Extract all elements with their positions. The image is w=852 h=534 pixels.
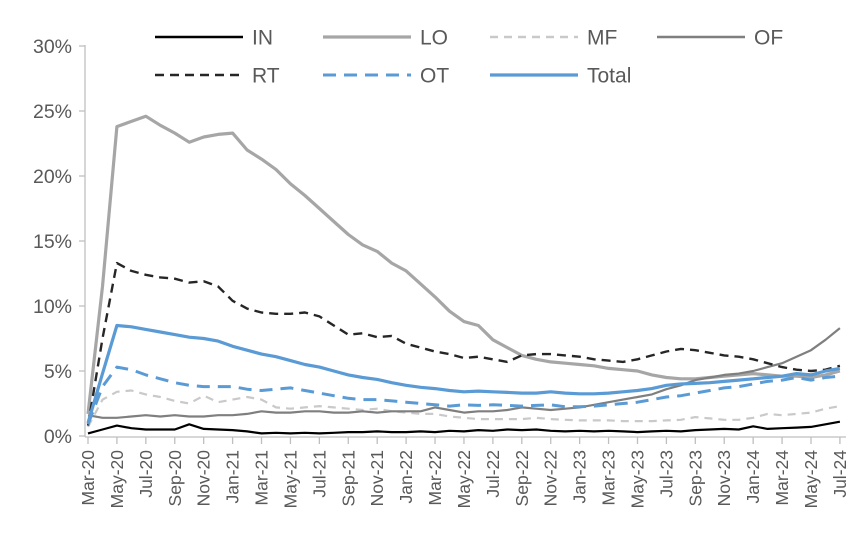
axes: 0% 5% 10% 15% 20% 25% 30% Mar-20 May-20 Jul-20 Sep… [33,36,850,508]
x-axis-tick-label: Jul-24 [830,450,850,498]
y-axis-tick-label: 5% [44,361,72,383]
x-axis-tick-label: Mar-21 [252,450,272,505]
series-line-LO [86,114,841,415]
x-axis-tick-label: Jan-23 [570,450,590,504]
legend-item-MF: MF [490,27,617,50]
x-axis-tick-label: Jul-21 [309,450,329,498]
legend-item-LO: LO [323,27,448,50]
legend-label-MF: MF [587,27,617,50]
series-line-MF [87,389,841,428]
x-axis-tick-label: Nov-22 [541,450,561,506]
series-line-IN [87,420,841,435]
x-axis-tick-label: Jan-21 [223,450,243,504]
x-axis-tick-label: May-21 [280,450,300,508]
x-axis-tick-label: Nov-21 [367,450,387,506]
y-axis-tick-label: 15% [33,231,72,253]
x-axis-tick-label: Mar-22 [425,450,445,505]
legend-label-OT: OT [420,65,449,88]
x-axis-tick-label: Jul-22 [483,450,503,498]
legend-item-IN: IN [155,27,273,50]
legend-label-IN: IN [252,27,273,50]
y-axis-tick-label: 25% [33,101,72,123]
y-axis-tick-label: 10% [33,296,72,318]
y-axis-tick-label: 20% [33,166,72,188]
x-axis-tick-label: Jan-22 [396,450,416,504]
x-axis-tick-label: Sep-23 [685,450,705,506]
series-line-Total [86,323,841,424]
x-axis-tick-label: Mar-20 [78,450,98,506]
y-axis-tick-label: 0% [44,426,72,448]
x-axis-tick-label: May-20 [107,450,127,509]
series-line-RT [86,261,841,426]
x-axis-tick-label: May-24 [801,450,821,509]
legend: IN LO MF OF RT OT Total [155,27,783,88]
legend-item-Total: Total [490,65,631,88]
x-axis-tick-label: Jul-23 [656,450,676,498]
series-line-OF [87,327,841,419]
x-axis-tick-label: Mar-23 [599,450,619,505]
x-axis-tick-label: Jan-24 [743,450,763,504]
x-axis-tick-label: May-22 [454,450,474,508]
legend-label-RT: RT [252,65,280,88]
legend-item-OF: OF [657,27,783,50]
legend-item-OT: OT [323,65,449,88]
x-axis-tick-label: Nov-20 [194,450,214,507]
legend-label-Total: Total [587,65,631,88]
series-lines [86,114,841,435]
x-axis-tick-label: Sep-21 [338,450,358,506]
x-axis-tick-label: Jul-20 [136,450,156,498]
x-axis-tick-label: Nov-23 [714,450,734,506]
y-axis-tick-label: 30% [33,36,72,58]
legend-label-LO: LO [420,27,448,50]
x-axis-tick-label: Mar-24 [772,450,792,506]
legend-label-OF: OF [754,27,783,50]
x-axis-tick-label: Sep-22 [512,450,532,506]
x-axis-tick-label: May-23 [627,450,647,508]
legend-item-RT: RT [155,65,280,88]
x-axis-tick-label: Sep-20 [165,450,185,507]
